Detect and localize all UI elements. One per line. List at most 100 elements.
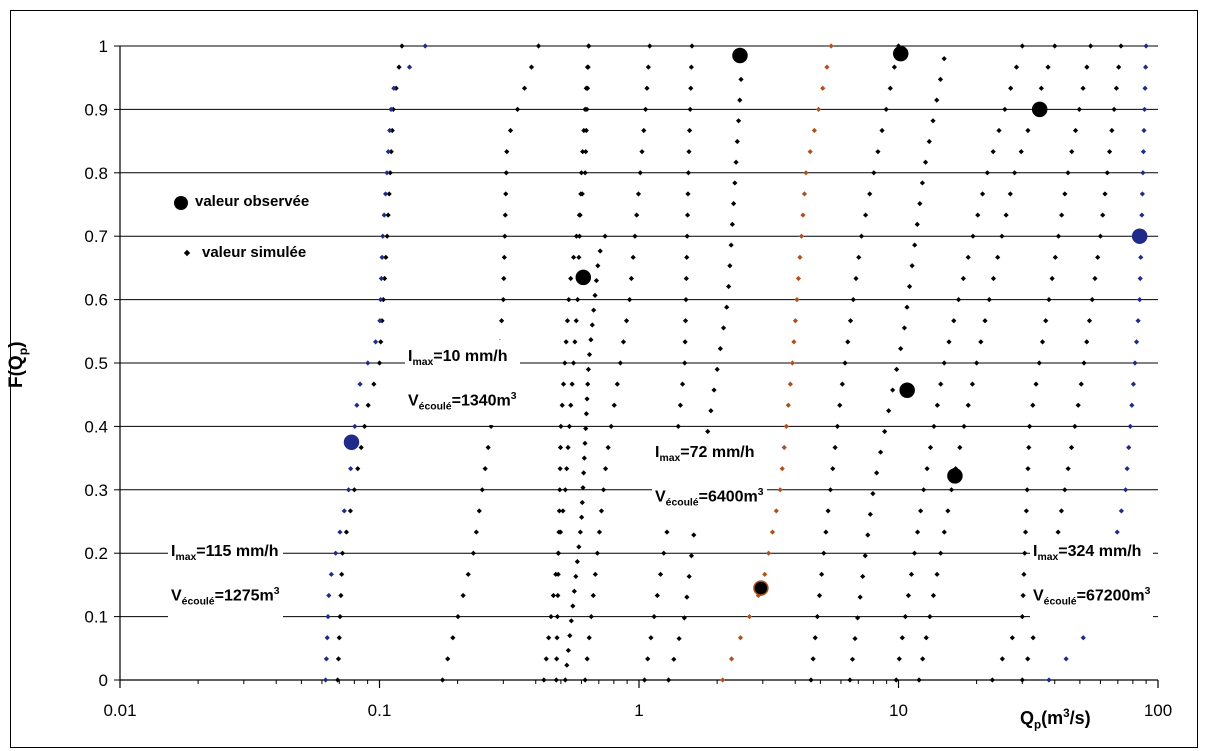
annotation-imax-324: Imax=324 mm/h Vécoulé=67200m3 [1030, 535, 1154, 620]
sim-point-9-29 [824, 64, 830, 70]
sim-point-9-1 [728, 656, 735, 662]
observed-point-3 [753, 580, 769, 596]
annotation-2-i-value: =115 mm/h [196, 543, 279, 560]
sim-point-8-0 [665, 677, 672, 683]
sim-point-2-1 [445, 656, 451, 662]
sim-point-9-8 [773, 508, 779, 514]
observed-point-5 [899, 382, 915, 399]
sim-point-1-7 [337, 529, 343, 535]
sim-point-6-17 [623, 318, 630, 324]
sim-point-16-25 [1140, 149, 1147, 155]
sim-point-11-13 [886, 408, 892, 414]
sim-point-3-3 [548, 614, 554, 620]
sim-point-12-16 [946, 339, 952, 345]
sim-point-10-12 [834, 423, 841, 429]
sim-point-5-8 [574, 559, 580, 565]
legend-simulated-marker [183, 249, 191, 257]
sim-point-16-18 [1137, 297, 1143, 303]
sim-point-7-18 [683, 297, 689, 303]
sim-point-11-21 [912, 242, 918, 248]
sim-point-7-1 [645, 656, 651, 662]
sim-point-12-13 [934, 402, 940, 408]
sim-point-14-2 [1009, 635, 1015, 641]
y-tick-label-10: 1 [99, 37, 108, 56]
sim-point-11-8 [867, 511, 873, 517]
sim-point-3-4 [550, 592, 557, 599]
sim-point-4-28 [584, 85, 591, 91]
annotation-2-v-sup: 3 [273, 586, 280, 598]
sim-point-11-10 [874, 470, 880, 476]
sim-point-3-12 [566, 423, 573, 429]
sim-point-16-11 [1126, 444, 1132, 451]
sim-point-3-14 [569, 381, 575, 387]
sim-point-0-1 [335, 656, 342, 662]
annotation-3-i-sub: max [1037, 552, 1059, 564]
sim-point-10-9 [827, 487, 834, 493]
sim-point-11-24 [919, 180, 925, 186]
sim-point-1-30 [422, 43, 428, 49]
y-axis-label-sub: p [15, 347, 30, 356]
sim-point-7-4 [654, 592, 660, 599]
sim-point-14-6 [1022, 550, 1028, 556]
sim-point-5-15 [581, 455, 587, 461]
sim-point-8-13 [708, 408, 714, 414]
observed-point-2 [732, 47, 748, 64]
sim-point-7-21 [684, 233, 690, 239]
sim-point-7-0 [641, 677, 648, 683]
annotation-0-v-label: V [408, 392, 419, 410]
sim-point-7-6 [661, 550, 667, 556]
sim-point-6-1 [584, 656, 590, 662]
observed-point-4 [892, 45, 909, 62]
sim-point-8-20 [727, 263, 733, 269]
sim-point-0-7 [343, 529, 350, 535]
sim-point-14-10 [1025, 466, 1031, 472]
sim-point-10-27 [883, 106, 889, 112]
sim-point-3-8 [560, 508, 566, 514]
sim-point-9-6 [766, 550, 772, 556]
sim-point-5-23 [588, 337, 594, 343]
sim-point-4-7 [556, 529, 562, 535]
sim-point-9-9 [777, 487, 783, 493]
sim-point-2-27 [514, 106, 521, 112]
sim-point-5-29 [597, 248, 603, 254]
sim-point-8-23 [730, 201, 737, 207]
sim-point-8-21 [728, 242, 734, 248]
annotation-imax-10-i: Imax=10 mm/h [408, 340, 517, 380]
sim-point-10-8 [825, 508, 831, 514]
annotation-imax-115: Imax=115 mm/h Vécoulé=1275m3 [168, 535, 283, 620]
sim-point-5-4 [568, 618, 574, 624]
sim-point-9-15 [789, 360, 795, 366]
sim-point-14-20 [1052, 254, 1058, 260]
sim-point-0-2 [336, 635, 342, 641]
sim-point-10-5 [819, 571, 825, 577]
sim-point-12-24 [984, 170, 990, 176]
sim-point-16-30 [1143, 43, 1149, 49]
sim-point-14-23 [1062, 191, 1068, 197]
sim-point-14-27 [1076, 106, 1082, 112]
sim-point-14-3 [1019, 614, 1025, 620]
annotation-1-i-sub: max [659, 453, 681, 465]
sim-point-5-30 [602, 233, 608, 239]
sim-point-0-9 [351, 487, 357, 493]
sim-point-4-3 [554, 614, 561, 620]
sim-point-15-19 [1092, 275, 1098, 282]
sim-point-4-11 [557, 444, 564, 451]
sim-point-9-27 [815, 106, 822, 112]
sim-point-16-12 [1127, 423, 1133, 429]
sim-point-0-30 [399, 43, 405, 49]
sim-point-5-7 [573, 573, 579, 580]
sim-point-8-4 [684, 594, 690, 600]
sim-point-4-0 [553, 677, 559, 683]
sim-point-1-21 [380, 233, 386, 239]
sim-point-8-5 [686, 573, 692, 580]
sim-point-2-23 [503, 191, 509, 197]
annotation-imax-324-i: Imax=324 mm/h [1033, 535, 1150, 575]
sim-point-15-20 [1095, 254, 1101, 260]
sim-point-3-9 [562, 487, 568, 493]
annotation-2-i-sub: max [175, 552, 197, 564]
sim-point-14-18 [1046, 297, 1052, 303]
sim-point-4-27 [584, 106, 590, 112]
sim-point-7-29 [688, 64, 694, 70]
annotation-0-i-label: I [408, 348, 413, 365]
sim-point-7-12 [675, 423, 681, 429]
